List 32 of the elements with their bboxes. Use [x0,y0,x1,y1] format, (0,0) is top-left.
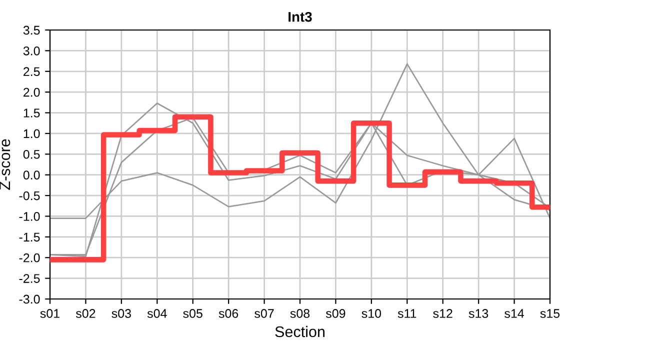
y-tick-label: 1.0 [24,129,40,138]
x-tick-label: s06 [218,309,238,318]
y-tick-label: -1.5 [19,232,40,242]
x-tick-label: s12 [433,309,452,318]
y-tick-label: 3.0 [23,46,40,56]
y-tick-label: -2.5 [19,274,40,283]
x-tick-label: s14 [504,309,524,318]
x-tick-label: s08 [290,309,310,318]
y-tick-label: -3.0 [19,294,40,304]
x-tick-label: s10 [362,309,382,318]
x-tick-label: s09 [326,309,346,318]
y-tick-label: 2.5 [24,67,40,76]
y-tick-label: 2.0 [24,88,40,97]
x-tick-label: s11 [398,309,416,318]
x-tick-label: s13 [468,309,488,318]
y-tick-label: 1.5 [24,108,40,118]
y-tick-label: -1.0 [19,212,40,221]
chart-title: Int3 [288,12,312,22]
x-tick-label: s07 [254,309,274,318]
y-tick-label: -0.5 [19,191,40,200]
x-tick-label: s02 [76,309,96,318]
x-tick-label: s15 [540,309,560,318]
y-tick-label: 3.5 [23,26,40,35]
x-tick-label: s03 [112,309,131,318]
x-axis-title: Section [275,326,324,338]
y-tick-label: 0.0 [23,170,40,180]
y-tick-label: -2.0 [19,253,40,262]
x-tick-label: s04 [147,309,167,318]
y-axis-title: Z-score [0,139,10,190]
x-tick-label: s01 [40,309,60,318]
y-tick-label: 0.5 [23,150,40,159]
x-tick-label: s05 [183,309,202,318]
